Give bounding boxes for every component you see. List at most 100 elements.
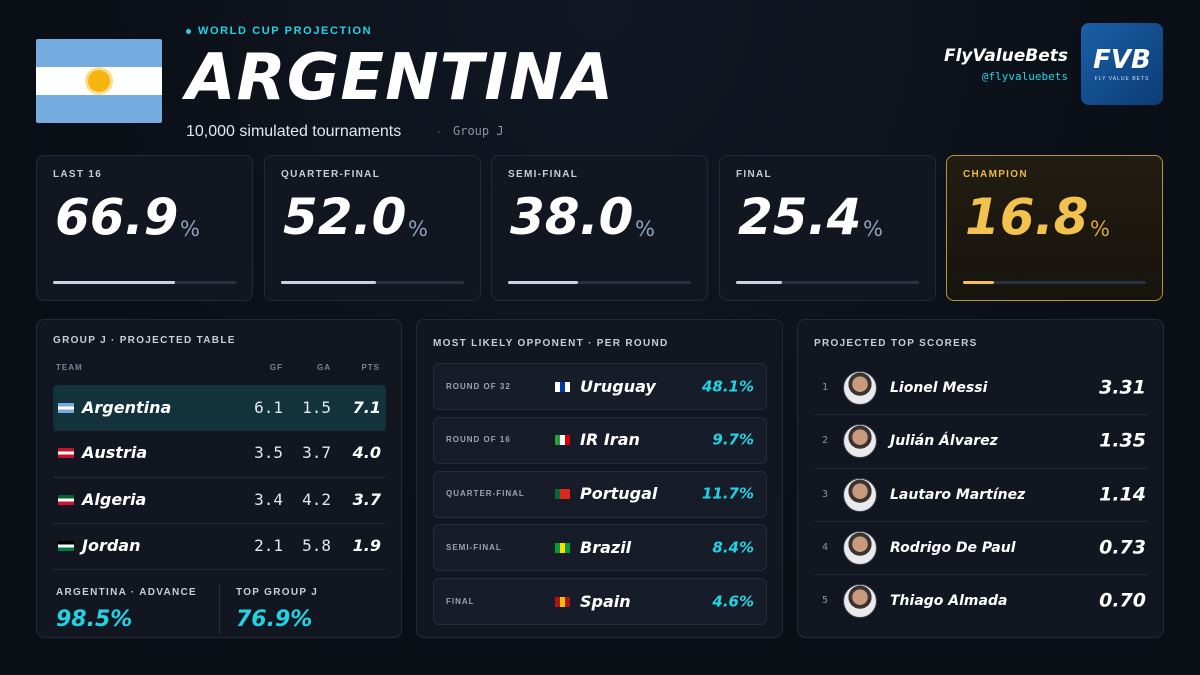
opponent-row [433,416,767,464]
opponent-flag [555,489,570,499]
stage-name: SEMI-FINAL [508,169,579,180]
team-flag [58,448,74,458]
panel-title: MOST LIKELY OPPONENT · PER ROUND [433,338,669,349]
opponent-name: Brazil [580,537,632,557]
kicker: WORLD CUP PROJECTION [198,25,373,37]
stage-name: FINAL [736,169,772,180]
panel-title: GROUP J · PROJECTED TABLE [53,335,236,346]
progress-track [963,281,1146,284]
points: 1.9 [352,536,381,555]
stage-card [719,155,936,301]
goals-against: 4.2 [302,490,331,509]
column-header: GA [317,363,331,372]
opponent-prob: 48.1% [701,377,754,395]
opponent-name: Portugal [580,484,658,503]
scorer-avatar [843,530,877,565]
scorer-name: Lionel Messi [890,380,988,396]
opponent-row [433,578,767,625]
brand: FlyValueBets [943,46,1068,66]
opponent-flag [555,596,570,607]
points: 7.1 [352,398,381,417]
scorer-avatar [843,424,877,459]
scorer-avatar [843,477,877,512]
title: ARGENTINA [186,41,615,115]
kicker-dot [186,29,191,34]
progress-bar [508,281,578,284]
logo-tagline: FLY VALUE BETS [1094,76,1150,82]
opponent-flag [555,381,570,392]
scorer-name: Lautaro Martínez [890,486,1026,503]
progress-bar [736,281,783,284]
scorer-rank: 2 [822,435,829,447]
summary-label: TOP GROUP J [236,587,319,598]
row-divider [53,477,386,478]
scorer-value: 0.73 [1099,536,1146,559]
stage-value: 66.9 [55,188,179,246]
opponent-prob: 11.7% [701,484,754,503]
row-divider [814,414,1148,416]
goals-for: 3.5 [254,443,283,462]
handle: @flyvaluebets [981,70,1068,83]
stage-value: 16.8 [965,188,1089,246]
stage-value: 38.0 [510,188,634,246]
stage-unit: % [180,217,200,241]
team-name: Argentina [82,398,172,417]
scorer-value: 0.70 [1099,589,1146,612]
row-divider [53,430,386,431]
progress-track [736,281,919,284]
scorer-rank: 5 [822,595,829,607]
round-name: ROUND OF 16 [446,435,511,445]
progress-bar [53,281,176,284]
argentina-flag [36,39,162,123]
stage-card [36,155,253,301]
team-flag [58,403,74,413]
progress-track [508,281,691,284]
row-divider [814,520,1148,522]
logo: FVB FLY VALUE BETS [1081,23,1163,105]
opponent-name: Uruguay [580,376,656,396]
stage-card [491,155,708,301]
stage-unit: % [635,217,655,241]
round-name: SEMI-FINAL [446,542,502,552]
logo-text: FVB [1093,45,1151,75]
team-name: Jordan [82,536,141,555]
subtitle: 10,000 simulated tournaments [186,123,402,140]
column-header: TEAM [56,363,83,372]
round-name: ROUND OF 32 [446,381,511,391]
row-divider [53,523,386,524]
stage-unit: % [1090,217,1110,241]
scorer-avatar [843,371,877,405]
summary-label: ARGENTINA · ADVANCE [56,587,197,598]
scorer-name: Rodrigo De Paul [890,539,1016,556]
row-divider [814,574,1148,576]
stage-unit: % [408,217,428,241]
opponent-prob: 9.7% [712,430,754,449]
stage-card [264,155,481,301]
team-flag [58,495,74,505]
scorer-avatar [843,584,877,619]
scorer-value: 1.35 [1099,429,1146,452]
opponent-name: IR Iran [580,430,640,450]
stage-name: CHAMPION [963,169,1028,180]
scorer-rank: 3 [822,488,829,500]
opponent-name: Spain [580,591,631,611]
column-header: PTS [361,363,380,372]
stage-unit: % [863,217,883,241]
team-flag [58,541,74,551]
row-divider [53,569,386,570]
goals-for: 3.4 [254,490,283,509]
goals-for: 2.1 [254,536,283,555]
summary-value: 76.9% [236,607,313,632]
progress-bar [963,281,994,284]
summary-value: 98.5% [56,607,133,632]
opponent-row [433,363,767,410]
team-name: Austria [82,443,148,462]
opponent-flag [555,435,570,446]
team-name: Algeria [82,490,147,509]
row-divider [814,467,1148,469]
points: 3.7 [352,490,381,509]
progress-bar [281,281,377,284]
opponent-prob: 4.6% [712,592,754,610]
panel-title: PROJECTED TOP SCORERS [814,338,978,349]
